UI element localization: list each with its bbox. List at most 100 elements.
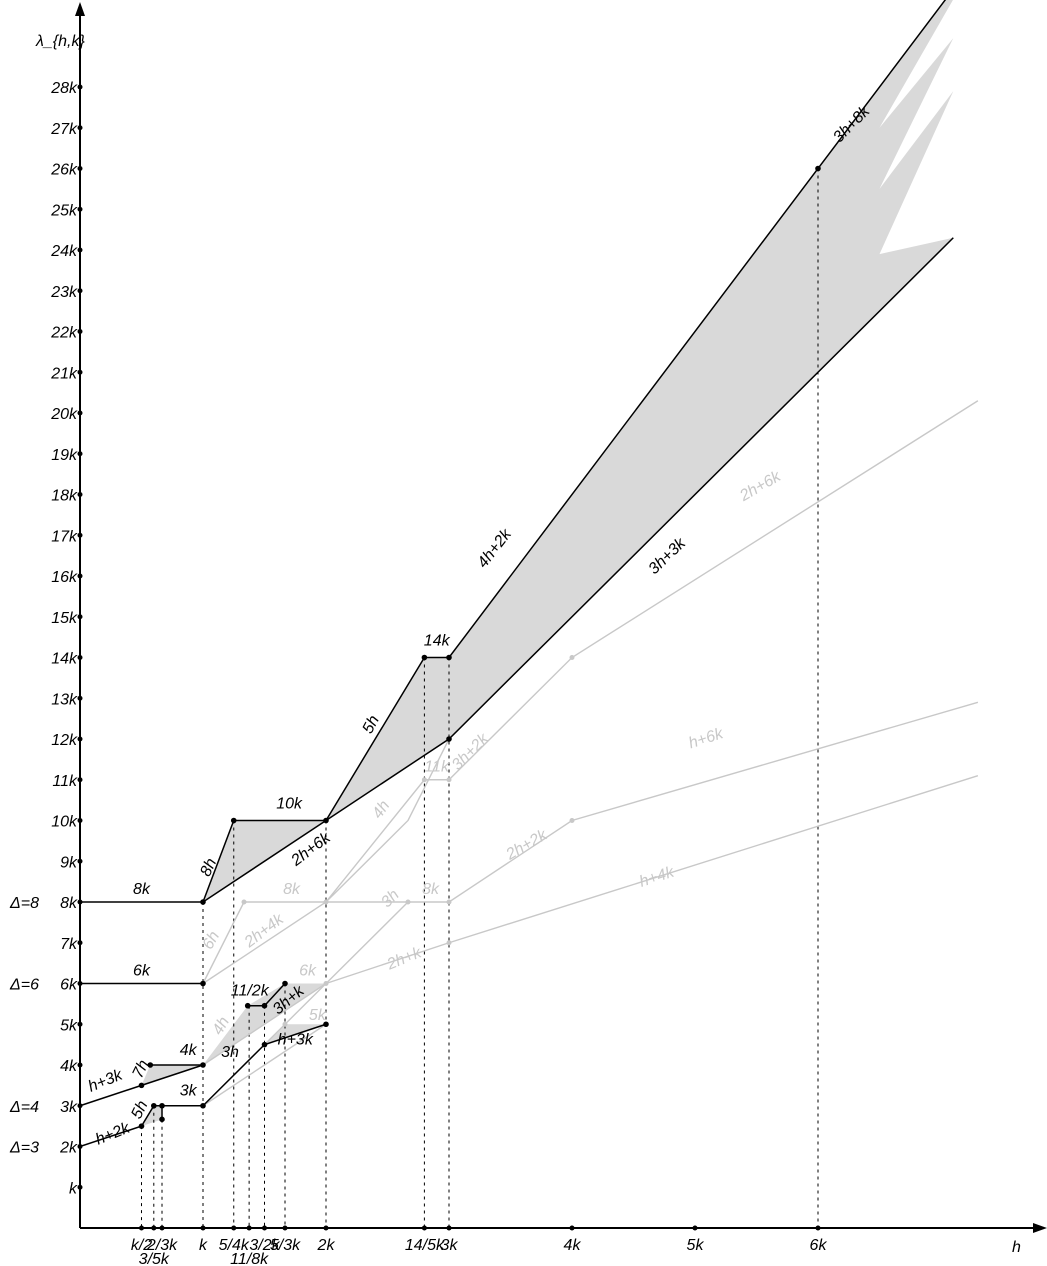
y-tick-label: 3k — [60, 1099, 78, 1116]
y-tick-mark — [77, 1021, 83, 1027]
annotation-label: 3h+2k — [449, 730, 493, 774]
annotation-label: 5k — [309, 1007, 327, 1024]
gray-point — [323, 981, 329, 986]
y-tick-mark — [77, 899, 83, 905]
annotation-label: 2h+6k — [736, 468, 784, 506]
data-point — [151, 1102, 157, 1109]
annotation-label: h+2k — [93, 1119, 133, 1148]
annotation-label: 8h — [197, 856, 220, 879]
annotation-label: 4h — [369, 798, 393, 822]
data-point — [261, 1002, 268, 1009]
annotation-label: 8k — [133, 881, 151, 898]
gray-point — [421, 777, 427, 783]
y-axis-label: λ_{h,k} — [35, 33, 85, 50]
x-tick-mark — [815, 1225, 821, 1231]
delta3-region — [141, 1105, 163, 1127]
y-tick-mark — [77, 777, 83, 783]
data-point — [159, 1116, 165, 1123]
annotation-label: 3k — [180, 1083, 198, 1100]
data-point — [446, 654, 452, 661]
x-tick-label: 11/8k — [230, 1251, 269, 1266]
y-tick-label: 20k — [50, 406, 78, 423]
x-tick-mark — [282, 1225, 288, 1231]
x-tick-label: k/2 — [131, 1237, 152, 1254]
data-point — [446, 736, 452, 742]
x-axis-label: h — [1012, 1239, 1021, 1256]
y-tick-mark — [77, 247, 83, 253]
x-tick-label: 6k — [810, 1237, 828, 1254]
gray-point — [569, 655, 575, 660]
delta-label: Δ=8 — [9, 895, 39, 912]
gray-point — [446, 899, 452, 905]
y-tick-label: 22k — [50, 325, 78, 342]
y-tick-mark — [77, 818, 83, 823]
x-tick-label: 2k — [317, 1237, 336, 1254]
y-tick-mark — [77, 573, 83, 579]
x-tick-mark — [323, 1225, 329, 1231]
y-tick-label: 15k — [51, 610, 78, 627]
gray-point — [323, 899, 329, 905]
data-point — [230, 817, 237, 824]
y-tick-label: 14k — [51, 651, 78, 668]
y-tick-label: 7k — [60, 936, 78, 953]
x-tick-mark — [246, 1225, 252, 1231]
annotation-label: 2h+2k — [503, 826, 551, 864]
x-tick-mark — [262, 1225, 267, 1231]
y-tick-label: 24k — [50, 243, 78, 260]
y-tick-mark — [77, 1184, 83, 1190]
y-tick-mark — [77, 940, 83, 946]
annotation-label: 8k — [422, 881, 440, 898]
gray-point — [446, 777, 452, 783]
y-tick-mark — [77, 206, 83, 212]
annotation-label: 3h — [221, 1044, 239, 1061]
y-tick-label: 11k — [52, 773, 78, 790]
data-point — [323, 817, 329, 824]
annotation-label: 2h+k — [384, 944, 425, 974]
y-tick-mark — [77, 125, 83, 131]
annotation-label: 4h+2k — [474, 525, 515, 571]
y-tick-mark — [77, 1062, 83, 1068]
y-tick-label: 23k — [50, 284, 78, 301]
data-point — [200, 1102, 206, 1109]
y-tick-label: 16k — [51, 569, 78, 586]
y-axis-arrow — [75, 2, 85, 16]
annotation-label: 3h+3k — [646, 534, 690, 578]
y-tick-mark — [77, 329, 83, 334]
y-tick-label: 26k — [50, 162, 78, 179]
y-tick-mark — [77, 695, 83, 701]
x-axis-arrow — [1033, 1223, 1047, 1233]
delta-label: Δ=4 — [9, 1099, 39, 1116]
annotation-label: h+3k — [86, 1066, 126, 1095]
y-tick-label: 17k — [51, 528, 78, 545]
data-point — [421, 654, 428, 661]
x-tick-label: 14/5k — [405, 1237, 445, 1254]
y-tick-mark — [77, 1144, 83, 1149]
gray-point — [282, 1021, 288, 1027]
y-tick-label: 21k — [50, 365, 78, 382]
y-tick-mark — [77, 288, 83, 294]
x-tick-mark — [421, 1225, 427, 1231]
y-tick-label: 25k — [50, 202, 78, 219]
x-tick-mark — [159, 1225, 165, 1231]
series-line-delta3-mid — [162, 1023, 327, 1107]
annotation-label: 5h — [128, 1098, 151, 1122]
data-point — [200, 1062, 206, 1068]
y-tick-mark — [77, 451, 83, 457]
x-tick-mark — [139, 1225, 144, 1231]
annotation-label: 4h — [209, 1014, 233, 1038]
series-line-gray-low — [202, 1023, 327, 1107]
y-tick-mark — [77, 532, 83, 538]
gray-point — [446, 940, 452, 946]
data-point — [138, 1123, 145, 1129]
annotation-label: 3h — [378, 886, 403, 911]
x-tick-label: 3/5k — [139, 1251, 170, 1266]
annotation-label: 7h — [130, 1057, 153, 1081]
annotation-label: 6k — [299, 962, 317, 979]
series-line-gray-2hk — [202, 775, 979, 1066]
y-tick-label: 8k — [60, 895, 78, 912]
annotation-label: 10k — [276, 795, 303, 812]
y-tick-label: 5k — [60, 1017, 78, 1034]
annotation-label: h+3k — [278, 1032, 314, 1049]
annotation-label: h+6k — [687, 725, 727, 752]
